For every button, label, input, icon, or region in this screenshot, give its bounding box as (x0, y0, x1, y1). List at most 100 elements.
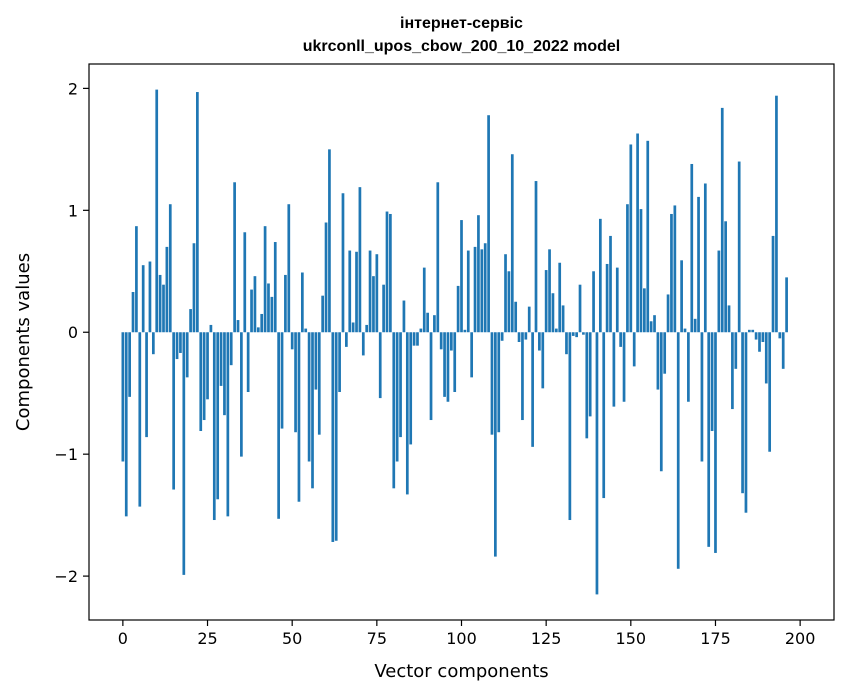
bar-18 (182, 332, 186, 575)
bar-54 (304, 328, 308, 333)
bar-98 (453, 332, 457, 392)
bar-12 (162, 284, 165, 333)
y-tick-label: −2 (54, 567, 78, 586)
bar-71 (361, 332, 365, 356)
bar-31 (226, 332, 230, 517)
bar-140 (595, 332, 599, 595)
bar-61 (328, 149, 331, 333)
bar-172 (703, 183, 707, 333)
bar-171 (700, 332, 704, 462)
bar-104 (473, 246, 477, 333)
bar-32 (229, 332, 233, 366)
bar-50 (290, 332, 294, 350)
bar-13 (165, 246, 169, 333)
bar-99 (456, 285, 460, 333)
bar-86 (412, 332, 416, 346)
bar-196 (785, 277, 788, 333)
bar-70 (358, 187, 362, 333)
bar-189 (761, 332, 765, 342)
bar-130 (561, 305, 565, 333)
y-tick-label: 2 (68, 79, 78, 98)
bar-95 (443, 332, 446, 397)
bar-168 (690, 163, 694, 333)
bar-87 (416, 332, 419, 346)
bar-145 (612, 332, 616, 407)
bar-166 (683, 328, 687, 333)
y-axis: 2 1 0 −1 −2 (54, 79, 89, 586)
bar-43 (267, 283, 270, 333)
bar-125 (544, 270, 548, 333)
bar-122 (534, 181, 538, 333)
bar-107 (483, 243, 487, 333)
bar-143 (605, 263, 609, 333)
bar-33 (233, 182, 236, 333)
bar-82 (399, 332, 402, 438)
bar-177 (720, 107, 724, 333)
bar-113 (504, 254, 507, 333)
bar-154 (643, 288, 646, 333)
bar-63 (334, 332, 338, 541)
bar-138 (588, 332, 592, 417)
bar-183 (741, 332, 744, 494)
bar-76 (378, 332, 382, 399)
bar-35 (240, 332, 243, 457)
bar-124 (541, 332, 545, 389)
bar-115 (510, 154, 514, 333)
bar-46 (277, 332, 280, 519)
bar-7 (145, 332, 148, 438)
bar-91 (429, 332, 433, 421)
x-tick-label: 100 (446, 629, 477, 648)
y-tick-label: 0 (68, 323, 78, 342)
bar-102 (466, 250, 470, 333)
bar-150 (629, 144, 633, 333)
bar-90 (426, 312, 429, 333)
x-tick-label: 175 (700, 629, 731, 648)
bar-94 (439, 332, 443, 350)
bar-148 (622, 332, 626, 402)
bar-180 (731, 332, 734, 410)
bar-37 (246, 332, 250, 392)
bar-66 (345, 332, 348, 347)
bar-30 (223, 332, 226, 416)
bar-47 (280, 332, 284, 429)
x-tick-label: 75 (367, 629, 387, 648)
bar-173 (707, 332, 711, 547)
bar-79 (389, 213, 392, 333)
bar-52 (297, 332, 301, 502)
bar-60 (324, 222, 328, 333)
bar-1 (124, 332, 128, 517)
bar-108 (487, 115, 490, 333)
bar-186 (751, 329, 755, 333)
bar-153 (639, 209, 643, 333)
bar-185 (747, 329, 751, 333)
bar-53 (300, 272, 304, 333)
bar-23 (199, 332, 203, 432)
bar-137 (585, 332, 589, 439)
bar-167 (687, 332, 690, 402)
bar-57 (314, 332, 318, 390)
bar-146 (615, 267, 619, 333)
bar-59 (321, 295, 325, 333)
bar-19 (185, 332, 189, 378)
bar-170 (697, 196, 700, 333)
bar-182 (737, 161, 741, 333)
bar-series (121, 89, 788, 595)
bar-74 (372, 276, 375, 333)
bar-92 (433, 315, 436, 333)
bar-141 (598, 218, 602, 333)
bar-194 (778, 332, 782, 339)
bar-88 (419, 328, 423, 333)
bar-126 (548, 249, 551, 333)
x-tick-label: 150 (616, 629, 647, 648)
bar-6 (141, 265, 145, 333)
bar-81 (395, 332, 399, 462)
bar-51 (294, 332, 297, 433)
bar-40 (256, 327, 260, 333)
x-axis: 0 25 50 75 100 125 150 175 200 (118, 620, 815, 648)
bar-105 (477, 215, 480, 333)
bar-160 (663, 332, 667, 374)
bar-68 (351, 322, 355, 333)
bar-9 (151, 332, 155, 355)
bar-21 (192, 243, 196, 333)
